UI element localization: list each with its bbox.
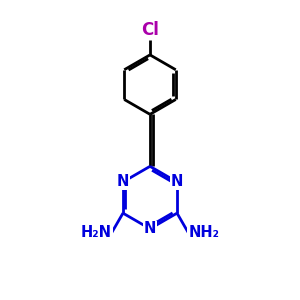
Text: N: N: [171, 175, 183, 190]
Text: Cl: Cl: [141, 20, 159, 38]
Text: H₂N: H₂N: [81, 225, 112, 240]
Text: N: N: [117, 175, 129, 190]
Text: N: N: [144, 221, 156, 236]
Text: NH₂: NH₂: [188, 225, 219, 240]
